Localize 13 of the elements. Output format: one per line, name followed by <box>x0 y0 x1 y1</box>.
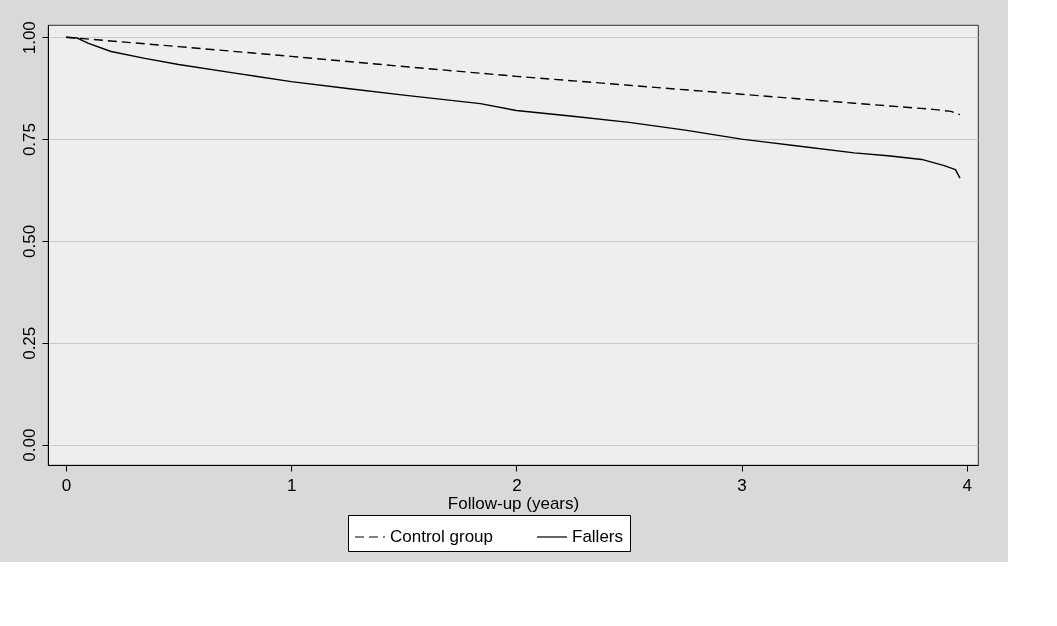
x-tick-label: 4 <box>962 475 972 495</box>
y-tick-label: 0.00 <box>19 428 39 462</box>
y-tick-label: 1.00 <box>19 21 39 55</box>
legend-label: Fallers <box>572 527 624 546</box>
x-tick-label: 1 <box>286 475 297 495</box>
y-tick-label: 0.75 <box>19 123 39 157</box>
x-tick-label: 0 <box>61 475 72 495</box>
y-tick-label: 0.50 <box>19 224 39 258</box>
y-tick-label: 0.25 <box>19 326 39 360</box>
x-axis-title: Follow-up (years) <box>447 493 580 513</box>
x-tick-label: 2 <box>512 475 522 495</box>
legend-label: Control group <box>390 527 494 546</box>
x-tick-label: 3 <box>737 475 747 495</box>
